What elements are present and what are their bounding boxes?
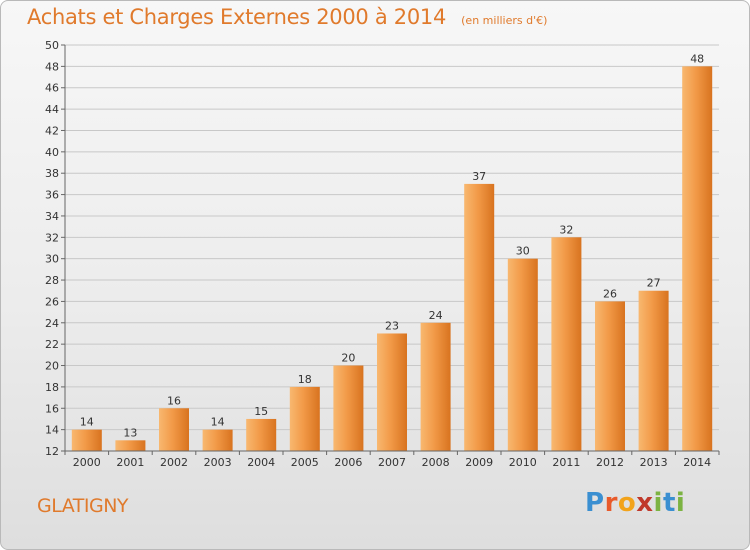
x-tick-label: 2008 [422,456,450,469]
proxiti-logo: Proxiti [585,488,685,518]
x-tick-label: 2011 [552,456,580,469]
bar [159,408,189,451]
bar-value-label: 14 [80,416,94,429]
bar [420,322,451,451]
bar-value-label: 23 [385,319,399,332]
bar-value-label: 14 [211,416,225,429]
x-tick-label: 2003 [204,456,232,469]
x-tick-label: 2013 [640,456,668,469]
y-tick-label: 48 [45,60,59,73]
y-tick-label: 44 [45,103,59,116]
logo-letter: r [604,488,618,518]
bar-value-label: 20 [341,352,355,365]
y-tick-label: 22 [45,338,59,351]
x-tick-label: 2007 [378,456,406,469]
bar-value-label: 13 [123,426,137,439]
bar [246,418,277,451]
y-tick-label: 34 [45,210,59,223]
bars: 14 13 16 14 15 18 20 23 24 37 30 32 26 27 48 [71,52,713,452]
x-tick-label: 2004 [247,456,275,469]
chart-unit: (en milliers d'€) [461,14,548,27]
bar [551,237,582,451]
bar-value-label: 26 [603,287,617,300]
x-tick-label: 2012 [596,456,624,469]
bar [333,365,364,451]
logo-letter: i [675,488,686,518]
y-tick-label: 38 [45,167,59,180]
bar [202,429,233,451]
bar-value-label: 15 [254,405,268,418]
bar [464,183,495,452]
bar [115,440,146,451]
bar-value-label: 16 [167,394,181,407]
bar-value-label: 37 [472,170,486,183]
y-tick-label: 24 [45,317,59,330]
axes: 12 14 16 18 20 22 24 26 28 30 32 34 36 38 40 42 44 46 48 50… [45,39,720,469]
x-tick-label: 2001 [116,456,144,469]
bar [507,258,538,451]
y-tick-label: 42 [45,124,59,137]
bar-value-label: 24 [429,309,443,322]
x-tick-label: 2000 [73,456,101,469]
bar [638,290,669,451]
y-tick-label: 26 [45,295,59,308]
bar-value-label: 30 [516,245,530,258]
y-tick-label: 50 [45,39,59,52]
logo-letter: i [653,488,663,518]
y-tick-label: 40 [45,146,59,159]
bar-value-label: 18 [298,373,312,386]
x-tick-label: 2014 [683,456,711,469]
bar-value-label: 32 [559,223,573,236]
x-tick-label: 2006 [334,456,362,469]
y-tick-label: 32 [45,231,59,244]
commune-name: GLATIGNY [37,495,129,517]
y-tick-label: 30 [45,253,59,266]
bar [682,66,713,452]
x-tick-label: 2009 [465,456,493,469]
bar-value-label: 27 [647,277,661,290]
y-tick-label: 28 [45,274,59,287]
x-tick-label: 2005 [291,456,319,469]
chart-title-block: Achats et Charges Externes 2000 à 2014 (… [27,5,547,29]
y-tick-label: 12 [45,445,59,458]
x-tick-label: 2002 [160,456,188,469]
bar [71,429,102,451]
y-tick-label: 16 [45,402,59,415]
logo-letter: x [636,488,654,518]
bar [289,386,320,451]
y-tick-label: 18 [45,381,59,394]
logo-letter: t [662,488,676,518]
y-tick-label: 20 [45,360,59,373]
bar [595,301,625,451]
y-tick-label: 14 [45,424,59,437]
chart-title: Achats et Charges Externes 2000 à 2014 [27,5,447,29]
y-tick-label: 46 [45,82,59,95]
logo-letter: o [617,488,637,518]
logo-letter: P [585,488,605,518]
x-tick-label: 2010 [509,456,537,469]
y-tick-label: 36 [45,189,59,202]
bar [377,333,407,451]
bar-value-label: 48 [690,52,704,65]
